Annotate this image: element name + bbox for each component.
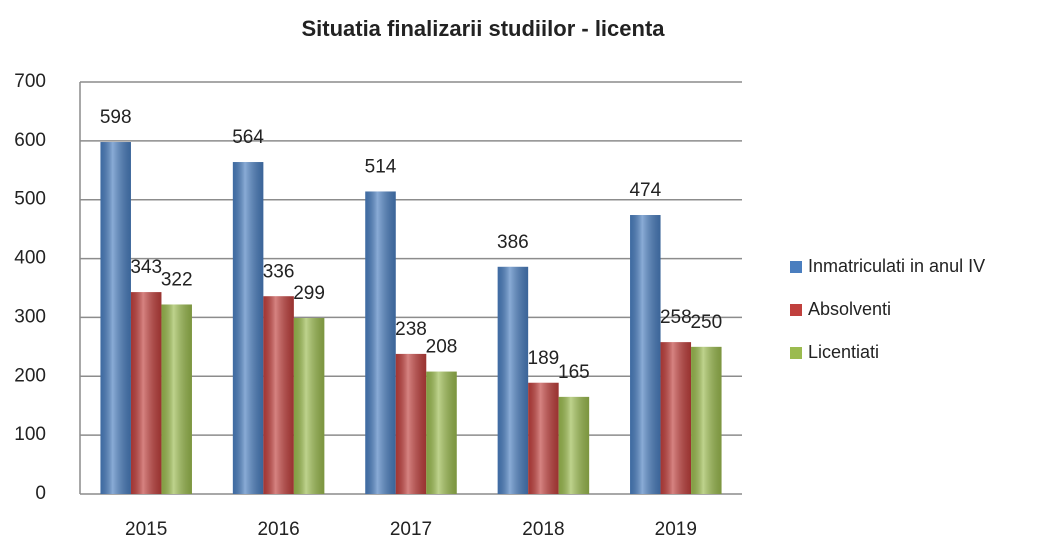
legend-label: Inmatriculati in anul IV (808, 256, 985, 276)
data-label: 386 (497, 232, 529, 253)
legend-swatch (790, 261, 802, 273)
data-label: 165 (558, 362, 590, 383)
chart-title: Situatia finalizarii studiilor - licenta (301, 16, 665, 41)
bar-shine (293, 318, 325, 494)
data-label: 208 (426, 337, 458, 358)
bar-shine (232, 162, 264, 494)
data-label: 336 (263, 261, 295, 282)
data-label: 564 (232, 127, 264, 148)
x-tick-label: 2017 (390, 519, 432, 538)
y-tick-label: 600 (14, 130, 46, 151)
bar-shine (630, 215, 661, 494)
data-label: 258 (660, 307, 692, 328)
x-tick-label: 2019 (655, 519, 697, 538)
bar-shine (691, 346, 722, 494)
data-label: 343 (130, 257, 162, 278)
data-label: 299 (293, 283, 325, 304)
bar-shine (395, 353, 427, 494)
data-label: 250 (690, 312, 722, 333)
data-label: 189 (528, 348, 560, 369)
data-label: 474 (629, 180, 661, 201)
data-label: 514 (365, 156, 397, 177)
bar-shine (130, 292, 162, 494)
data-label: 238 (395, 319, 427, 340)
bar-shine (161, 304, 192, 494)
bar-shine (426, 371, 457, 494)
y-tick-label: 300 (14, 306, 46, 327)
y-tick-label: 500 (14, 189, 46, 210)
bar-shine (497, 266, 529, 494)
y-tick-label: 200 (14, 365, 46, 386)
y-tick-label: 700 (14, 71, 46, 92)
bar-shine (365, 191, 396, 494)
bar-shine (263, 296, 294, 494)
legend-label: Absolventi (808, 299, 891, 319)
x-tick-label: 2016 (257, 519, 299, 538)
x-tick-label: 2015 (125, 519, 167, 538)
legend-swatch (790, 347, 802, 359)
legend-swatch (790, 304, 802, 316)
data-label: 322 (161, 269, 193, 290)
bar-shine (660, 342, 692, 494)
data-label: 598 (100, 107, 132, 128)
y-tick-label: 0 (35, 483, 46, 504)
y-tick-label: 100 (14, 424, 46, 445)
legend-label: Licentiati (808, 342, 879, 362)
x-tick-label: 2018 (522, 519, 564, 538)
y-tick-label: 400 (14, 248, 46, 269)
bar-shine (528, 382, 559, 494)
bar-shine (558, 396, 590, 494)
bar-shine (100, 142, 131, 494)
